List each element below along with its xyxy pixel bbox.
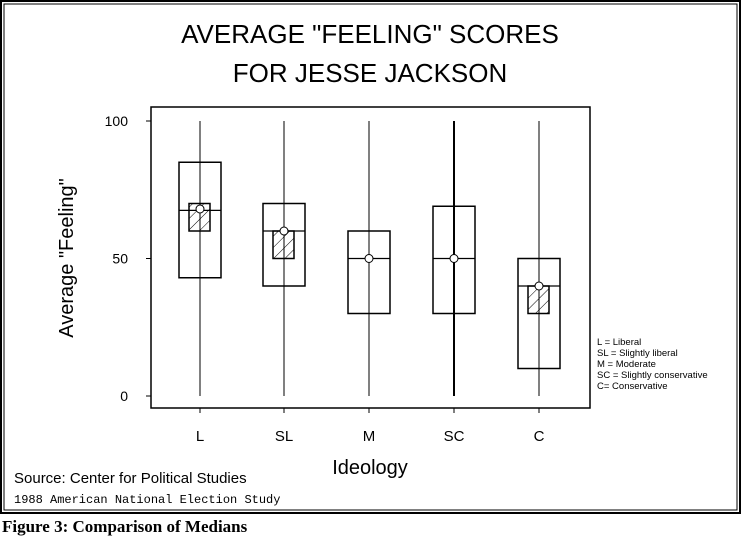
box-l [178, 121, 222, 396]
box-sc [432, 121, 476, 396]
mean-marker [279, 226, 289, 236]
chart-title-line-1: AVERAGE "FEELING" SCORES [181, 19, 559, 49]
figure-caption: Figure 3: Comparison of Medians [2, 517, 248, 536]
mean-marker [534, 281, 544, 291]
x-tick-label: M [363, 428, 376, 445]
legend-item: C= Conservative [597, 381, 668, 392]
legend-item: M = Moderate [597, 359, 656, 370]
legend-item: SC = Slightly conservative [597, 370, 708, 381]
mean-marker [449, 254, 459, 263]
outer-border [0, 0, 741, 514]
x-tick-label: SC [444, 428, 465, 445]
box-sl [262, 121, 306, 396]
inner-border [3, 3, 738, 511]
box-rect [178, 161, 222, 279]
box-c [517, 121, 561, 396]
y-axis-label: Average "Feeling" [56, 178, 78, 337]
chart-title-line-2: FOR JESSE JACKSON [233, 58, 508, 88]
mean-marker [195, 204, 205, 214]
box-m [347, 121, 391, 396]
box-rect [432, 205, 476, 315]
legend-item: SL = Slightly liberal [597, 348, 678, 359]
plot-frame [150, 106, 591, 409]
y-tick-label: 100 [105, 113, 129, 129]
x-tick-label: C [534, 428, 545, 445]
x-tick-label: L [196, 428, 204, 445]
x-tick-label: SL [275, 428, 293, 445]
box-rect [517, 257, 561, 370]
y-tick-label: 50 [112, 251, 128, 267]
study-note: 1988 American National Election Study [14, 493, 280, 507]
box-rect [262, 202, 306, 287]
source-text: Source: Center for Political Studies [14, 470, 247, 487]
box-rect [347, 230, 391, 315]
x-axis-label: Ideology [332, 457, 408, 479]
mean-marker [364, 254, 374, 263]
legend-item: L = Liberal [597, 337, 641, 348]
y-tick-label: 0 [120, 388, 128, 404]
